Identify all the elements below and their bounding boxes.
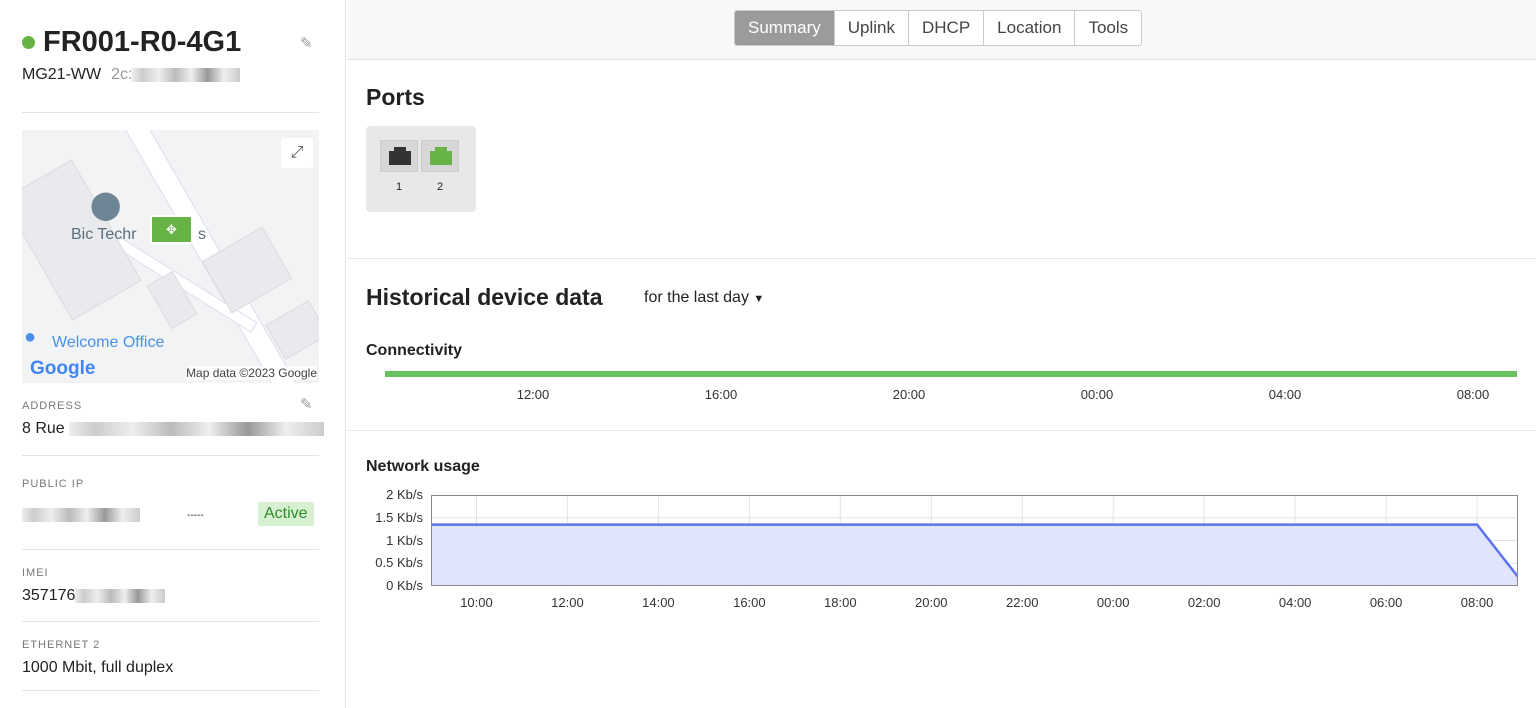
x-tick-label: 04:00 <box>1278 595 1312 610</box>
device-marker-move-icon[interactable]: ✥ <box>150 215 193 244</box>
usage-area <box>431 524 1518 586</box>
x-tick-label: 10:00 <box>460 595 493 610</box>
public-ip-label: PUBLIC IP <box>22 478 85 490</box>
tab-bar: Summary Uplink DHCP Location Tools <box>347 0 1536 60</box>
x-tick-label: 14:00 <box>642 595 675 610</box>
y-tick-label: 0.5 Kb/s <box>375 555 423 571</box>
fullscreen-expand-icon[interactable]: ⤢ <box>281 138 313 168</box>
map-office-label: Welcome Office <box>52 334 165 351</box>
public-ip-value: ----- <box>187 510 204 521</box>
time-range-dropdown[interactable]: for the last day ▼ <box>644 289 765 306</box>
tab-summary[interactable]: Summary <box>735 11 834 45</box>
imei-value: 357176 <box>22 587 166 605</box>
x-tick-label: 22:00 <box>1005 595 1039 610</box>
x-tick-label: 02:00 <box>1187 595 1221 610</box>
address-value: 8 Rue <box>22 420 325 438</box>
x-tick-label: 16:00 <box>733 595 766 610</box>
network-usage-chart <box>431 495 1518 586</box>
device-model: MG21-WW <box>22 66 102 83</box>
map-attribution: Map data ©2023 Google <box>186 366 317 380</box>
connectivity-tick: 08:00 <box>1456 387 1490 402</box>
divider <box>347 430 1536 431</box>
historical-title: Historical device data <box>366 284 603 310</box>
ethernet-label: ETHERNET 2 <box>22 639 101 651</box>
device-mac: 2c: <box>111 66 133 83</box>
port-1-label: 1 <box>395 181 403 193</box>
divider <box>22 690 319 691</box>
connectivity-tick: 20:00 <box>892 387 926 402</box>
map-pin-icon: ⬤ <box>90 189 122 220</box>
y-tick-label: 0 Kb/s <box>386 578 423 593</box>
redacted-ip <box>22 508 140 522</box>
redacted-mac <box>132 67 241 82</box>
device-name: FR001-R0-4G1 <box>43 26 242 58</box>
edit-address-pencil-icon[interactable]: ✎ <box>300 396 313 413</box>
divider <box>347 258 1536 259</box>
x-tick-label: 08:00 <box>1460 595 1494 610</box>
x-tick-label: 20:00 <box>915 595 948 610</box>
tab-uplink[interactable]: Uplink <box>833 11 908 45</box>
x-tick-label: 18:00 <box>824 595 857 610</box>
port-2-label: 2 <box>436 181 444 193</box>
address-label: ADDRESS <box>22 400 83 412</box>
ethernet-value: 1000 Mbit, full duplex <box>22 659 174 676</box>
y-tick-label: 1.5 Kb/s <box>375 509 423 525</box>
connectivity-bar <box>385 371 1517 377</box>
x-tick-label: 12:00 <box>551 595 584 610</box>
device-title: FR001-R0-4G1 <box>22 26 241 59</box>
ethernet-port-icon <box>430 147 452 165</box>
port-1[interactable] <box>380 140 418 172</box>
device-subtitle: MG21-WW 2c: <box>22 66 241 84</box>
y-tick-label: 1 Kb/s <box>386 532 423 548</box>
map-place-label-suffix: s <box>198 226 206 243</box>
connectivity-tick: 00:00 <box>1080 387 1114 402</box>
connectivity-tick: 12:00 <box>516 387 550 402</box>
connectivity-title: Connectivity <box>366 342 463 359</box>
tab-dhcp[interactable]: DHCP <box>907 11 984 45</box>
tabs: Summary Uplink DHCP Location Tools <box>734 10 1143 46</box>
edit-name-pencil-icon[interactable]: ✎ <box>300 35 313 52</box>
google-logo: Google <box>30 358 96 379</box>
ip-status-badge: Active <box>258 502 314 526</box>
ports-title: Ports <box>366 84 425 110</box>
connectivity-tick: 16:00 <box>704 387 738 402</box>
x-tick-label: 00:00 <box>1096 595 1130 610</box>
divider <box>22 549 319 550</box>
location-map[interactable]: ⬤ Bic Techr s ✥ ⤢ ● Welcome Office Googl… <box>22 130 319 383</box>
usage-line <box>431 523 1518 578</box>
plot-border <box>431 495 1518 586</box>
tab-tools[interactable]: Tools <box>1074 11 1142 45</box>
ethernet-port-icon <box>389 147 411 165</box>
tab-location[interactable]: Location <box>983 11 1075 45</box>
office-pin-icon: ● <box>24 326 37 348</box>
status-dot <box>22 36 35 49</box>
imei-label: IMEI <box>22 567 49 579</box>
x-tick-label: 06:00 <box>1369 595 1403 610</box>
divider <box>22 621 319 622</box>
main-content: Summary Uplink DHCP Location Tools Ports… <box>347 0 1536 708</box>
caret-down-icon: ▼ <box>753 293 765 305</box>
divider <box>22 455 319 456</box>
port-2[interactable] <box>421 140 459 172</box>
map-place-label: Bic Techr <box>71 226 137 243</box>
y-tick-label: 2 Kb/s <box>386 487 423 502</box>
device-sidebar: FR001-R0-4G1 ✎ MG21-WW 2c: ⬤ Bic Techr s … <box>0 0 346 708</box>
connectivity-tick: 04:00 <box>1268 387 1302 402</box>
ports-panel: 1 2 <box>366 126 476 212</box>
divider <box>22 112 319 113</box>
network-usage-title: Network usage <box>366 458 480 475</box>
